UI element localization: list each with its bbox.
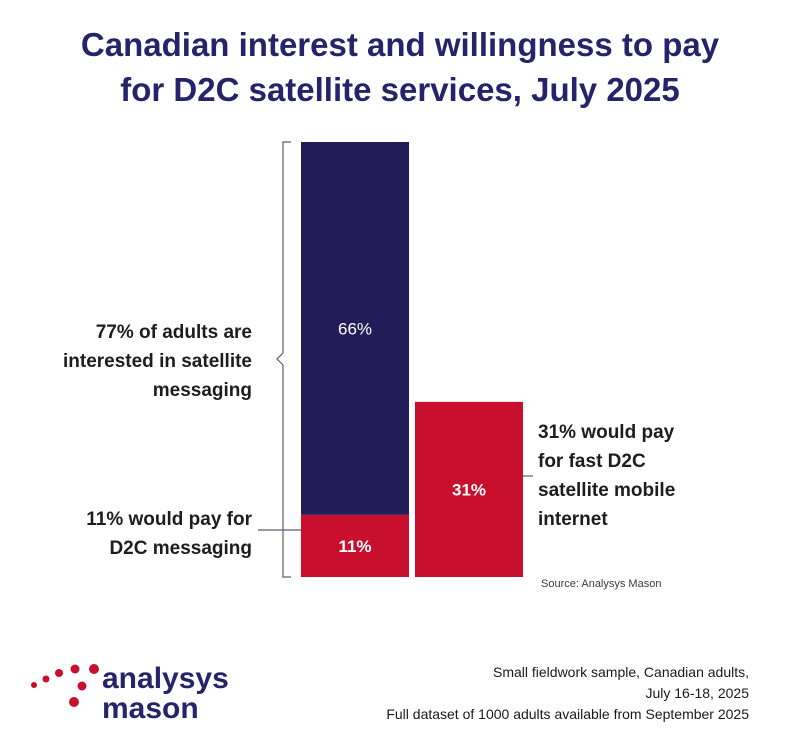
pay-messaging-annotation-line-1: 11% would pay for xyxy=(86,509,252,530)
bar-2-segment-1 xyxy=(415,401,523,577)
chart-title-line-1: Canadian interest and willingness to pay xyxy=(80,26,720,63)
bar-1-segment-1-label: 11% xyxy=(338,537,371,556)
bar-1-segment-2 xyxy=(301,142,409,515)
pay-internet-annotation-line-4: internet xyxy=(538,509,608,530)
interested-annotation-line-2: interested in satellite xyxy=(62,351,252,372)
chart-title: Canadian interest and willingness to pay… xyxy=(0,22,800,112)
interested-annotation: 77% of adults are interested in satellit… xyxy=(63,318,252,405)
bar-2-segment-1-label: 31% xyxy=(452,480,486,499)
pay-internet-annotation: 31% would pay for fast D2C satellite mob… xyxy=(538,418,675,534)
interested-annotation-line-3: messaging xyxy=(152,380,252,401)
sample-note-line-3: Full dataset of 1000 adults available fr… xyxy=(386,706,749,722)
chart-title-line-2: for D2C satellite services, July 2025 xyxy=(120,71,680,108)
pay-internet-annotation-line-2: for fast D2C xyxy=(538,451,646,472)
pay-internet-annotation-line-1: 31% would pay xyxy=(538,422,675,443)
interest-bracket xyxy=(276,141,291,578)
pay-internet-annotation-line-3: satellite mobile xyxy=(538,480,676,501)
analysys-mason-logo: analysys mason xyxy=(102,664,229,724)
pay-messaging-annotation: 11% would pay for D2C messaging xyxy=(86,505,252,563)
logo-word-analysys: analysys xyxy=(102,662,229,695)
pay-messaging-annotation-line-2: D2C messaging xyxy=(109,538,252,559)
source-note: Source: Analysys Mason xyxy=(541,578,662,590)
bar-1-segment-1 xyxy=(301,514,409,577)
interested-annotation-line-1: 77% of adults are xyxy=(95,322,252,343)
bar-1-segment-2-label: 66% xyxy=(338,319,372,338)
logo-word-mason: mason xyxy=(102,692,199,725)
sample-note-line-1: Small fieldwork sample, Canadian adults, xyxy=(492,664,749,680)
sample-note-line-2: July 16-18, 2025 xyxy=(645,685,749,701)
sample-note: Small fieldwork sample, Canadian adults,… xyxy=(386,662,749,725)
analysys-mason-logo-mark xyxy=(30,660,100,725)
